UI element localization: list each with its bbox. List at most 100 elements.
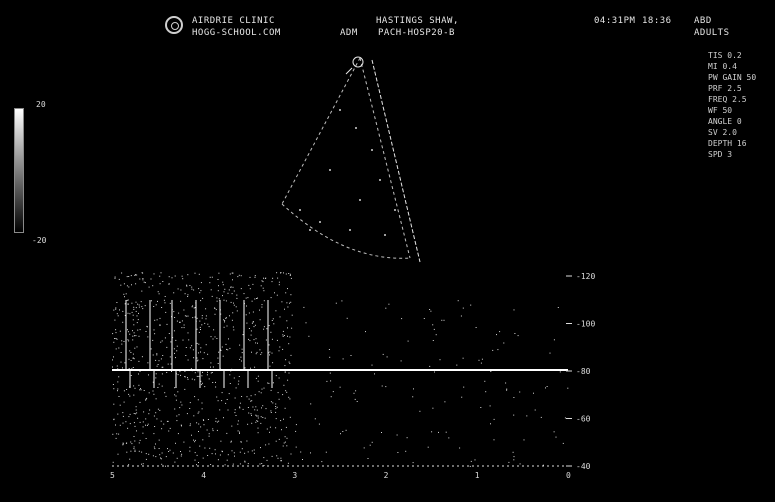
spectrum-speckle [235, 415, 237, 416]
spectrum-speckle [122, 321, 124, 323]
spectrum-speckle [254, 409, 256, 411]
spectrum-speckle [142, 432, 144, 434]
spectrum-speckle [132, 335, 134, 337]
spectrum-speckle [141, 290, 143, 292]
spectrum-speckle [116, 338, 118, 340]
spectrum-speckle [224, 464, 226, 466]
spectrum-speckle [490, 423, 491, 425]
spectrum-speckle [200, 329, 201, 330]
spectrum-speckle [215, 453, 216, 455]
spectrum-speckle [223, 319, 225, 321]
spectrum-speckle [279, 346, 281, 348]
spectrum-speckle [177, 391, 179, 393]
spectrum-speckle [184, 370, 186, 372]
spectrum-speckle [232, 326, 234, 328]
spectrum-speckle [216, 396, 218, 398]
spectrum-speckle [133, 306, 135, 308]
spectrum-speckle [135, 406, 137, 408]
spectrum-speckle [196, 317, 198, 319]
spectrum-speckle [231, 272, 233, 274]
spectrum-speckle [145, 424, 146, 426]
clinic-name: AIRDRIE CLINIC [192, 16, 275, 26]
spectrum-speckle [134, 387, 136, 389]
spectrum-speckle [255, 338, 257, 340]
spectrum-speckle [145, 399, 147, 401]
spectrum-speckle [168, 283, 170, 285]
spectrum-speckle [232, 463, 234, 465]
spectrum-speckle [271, 281, 273, 283]
spectrum-speckle [290, 294, 292, 296]
spectrum-speckle [196, 328, 198, 330]
spectrum-speckle [277, 277, 279, 279]
spectrum-speckle [187, 377, 188, 379]
spectrum-speckle [286, 302, 288, 304]
spectrum-speckle [201, 382, 203, 384]
spectrum-speckle [221, 400, 223, 402]
spectrum-speckle [291, 314, 293, 316]
spectrum-speckle [533, 392, 534, 394]
spectrum-speckle [212, 428, 214, 430]
spectrum-speckle [205, 315, 207, 317]
spectrum-speckle [508, 461, 510, 463]
spectrum-speckle [191, 434, 192, 436]
spectrum-speckle [342, 358, 344, 360]
spectrum-speckle [154, 426, 156, 427]
spectrum-speckle [218, 420, 220, 422]
spectrum-speckle [262, 405, 264, 407]
freq-readout: 18:36 [642, 16, 672, 26]
spectrum-speckle [245, 297, 247, 299]
spectrum-speckle [187, 359, 189, 361]
spectrum-speckle [137, 319, 139, 321]
spectrum-speckle [129, 423, 131, 425]
spectrum-speckle [214, 307, 216, 309]
spectrum-speckle [144, 282, 146, 284]
spectrum-speckle [148, 286, 150, 288]
patient-name: HASTINGS SHAW, [376, 16, 459, 26]
spectrum-speckle [239, 451, 241, 453]
spectrum-speckle [214, 449, 216, 451]
spectrum-speckle [202, 358, 204, 360]
spectrum-speckle [251, 351, 252, 353]
spectrum-speckle [443, 319, 445, 321]
spectrum-speckle [439, 359, 441, 361]
spectrum-speckle [212, 338, 214, 340]
spectrum-speckle [125, 421, 127, 423]
spectrum-speckle [260, 416, 262, 418]
spectrum-speckle [168, 276, 170, 278]
spectrum-speckle [133, 308, 135, 310]
spectrum-speckle [155, 456, 157, 458]
spectrum-speckle [172, 452, 174, 454]
spectrum-speckle [407, 340, 409, 342]
spectrum-speckle [126, 276, 128, 278]
spectrum-speckle [284, 308, 285, 310]
spectrum-speckle [365, 331, 366, 333]
spectrum-speckle [113, 403, 115, 405]
spectrum-speckle [278, 398, 280, 400]
spectrum-speckle [286, 391, 288, 393]
spectrum-speckle [149, 409, 151, 411]
spectrum-speckle [186, 413, 188, 415]
spectrum-speckle [128, 464, 130, 466]
time-tick-label: 4 [201, 471, 206, 480]
spectrum-speckle [112, 333, 114, 335]
spectrum-speckle [276, 339, 278, 341]
spectrum-speckle [127, 331, 129, 333]
spectrum-speckle [329, 356, 331, 358]
param-key: FREQ [708, 95, 733, 104]
spectrum-speckle [250, 367, 251, 369]
spectrum-speckle [241, 448, 243, 450]
spectrum-speckle [182, 278, 184, 280]
spectrum-speckle [490, 371, 492, 372]
spectrum-speckle [290, 354, 292, 356]
spectrum-speckle [189, 423, 191, 425]
spectrum-speckle [139, 278, 141, 280]
spectrum-speckle [288, 273, 290, 274]
spectrum-speckle [117, 381, 119, 383]
spectrum-speckle [200, 347, 202, 349]
spectrum-speckle [318, 423, 320, 425]
spectrum-speckle [540, 416, 542, 418]
spectrum-speckle [196, 357, 198, 359]
spectrum-speckle [180, 451, 181, 452]
spectrum-speckle [224, 320, 226, 322]
spectrum-speckle [117, 390, 118, 392]
